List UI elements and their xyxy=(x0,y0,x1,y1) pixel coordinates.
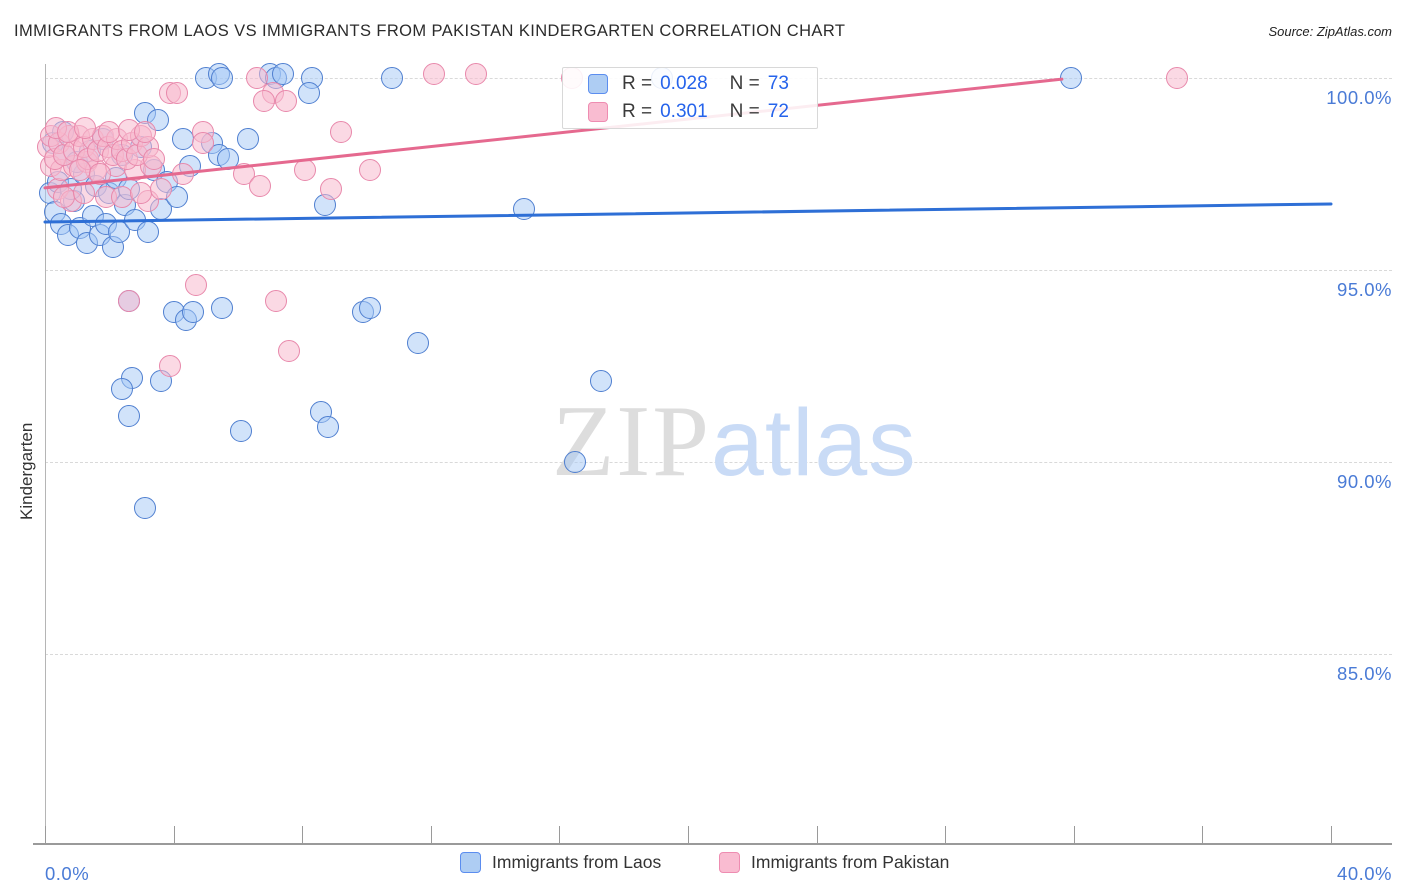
bottom-legend-pakistan: Immigrants from Pakistan xyxy=(719,852,949,873)
x-axis-tick xyxy=(1073,826,1075,844)
pakistan-swatch-icon xyxy=(588,102,608,122)
data-point-laos xyxy=(172,128,195,151)
trend-line-laos xyxy=(43,202,1333,224)
data-point-pak xyxy=(143,147,166,170)
data-point-pak xyxy=(249,174,272,197)
y-tick-label-85: 85.0% xyxy=(1337,663,1392,684)
data-point-pak xyxy=(265,289,288,312)
source-attribution: Source: ZipAtlas.com xyxy=(1268,24,1392,39)
page-title: IMMIGRANTS FROM LAOS VS IMMIGRANTS FROM … xyxy=(14,22,846,40)
x-axis-tick xyxy=(559,826,561,844)
r-label: R = xyxy=(622,101,653,122)
x-axis-tick xyxy=(302,826,304,844)
x-axis-tick xyxy=(1202,826,1204,844)
n-value-laos: 73 xyxy=(767,73,789,94)
data-point-laos xyxy=(210,67,233,89)
data-point-pak xyxy=(252,90,275,113)
data-point-pak xyxy=(294,159,317,182)
x-axis-tick xyxy=(430,826,432,844)
data-point-laos xyxy=(297,82,320,105)
data-point-laos xyxy=(316,416,339,439)
data-point-laos xyxy=(406,331,429,354)
data-point-laos xyxy=(117,404,140,427)
data-point-laos xyxy=(181,301,204,324)
x-axis-tick xyxy=(945,826,947,844)
gridline-90 xyxy=(45,462,1392,463)
data-point-laos xyxy=(136,220,159,243)
data-point-pak xyxy=(88,163,111,185)
watermark-atlas: atlas xyxy=(711,390,917,496)
laos-swatch-icon xyxy=(460,852,481,873)
data-point-pak xyxy=(423,63,445,86)
r-value-pakistan: 0.301 xyxy=(660,101,708,122)
x-axis-tick xyxy=(45,826,46,844)
data-point-laos xyxy=(564,451,587,473)
watermark-zip: ZIP xyxy=(552,385,711,498)
data-point-pak xyxy=(159,355,182,377)
y-tick-label-90: 90.0% xyxy=(1337,471,1392,492)
r-value-laos: 0.028 xyxy=(660,73,708,94)
r-label: R = xyxy=(622,73,653,94)
data-point-pak xyxy=(74,116,97,139)
data-point-laos xyxy=(133,497,156,520)
stats-legend-row-laos: R = 0.028 N = 73 xyxy=(588,72,817,97)
bottom-legend-laos-label: Immigrants from Laos xyxy=(492,852,662,872)
bottom-legend-pakistan-label: Immigrants from Pakistan xyxy=(751,852,950,872)
y-tick-label-95: 95.0% xyxy=(1337,279,1392,300)
bottom-legend-laos: Immigrants from Laos xyxy=(460,852,661,873)
y-axis-line xyxy=(45,64,46,844)
stats-legend: R = 0.028 N = 73 R = 0.301 N = 72 xyxy=(562,67,818,129)
data-point-pak xyxy=(172,163,195,185)
x-axis-tick xyxy=(816,826,818,844)
data-point-laos xyxy=(358,297,381,320)
stats-legend-row-pakistan: R = 0.301 N = 72 xyxy=(588,100,817,125)
data-point-laos xyxy=(513,197,536,220)
data-point-pak xyxy=(117,289,140,312)
x-axis-tick xyxy=(173,826,175,844)
data-point-laos xyxy=(236,128,259,151)
data-point-laos xyxy=(210,297,233,320)
x-axis-tick xyxy=(688,826,689,844)
n-label: N = xyxy=(729,73,760,94)
data-point-pak xyxy=(278,339,301,362)
data-point-pak xyxy=(464,63,487,86)
data-point-pak xyxy=(329,120,352,143)
zipatlas-watermark: ZIPatlas xyxy=(552,390,917,521)
data-point-laos xyxy=(230,420,253,443)
data-point-pak xyxy=(191,132,214,155)
laos-swatch-icon xyxy=(588,74,608,94)
n-value-pakistan: 72 xyxy=(767,101,789,122)
gridline-85 xyxy=(45,654,1392,655)
data-point-pak xyxy=(98,120,121,143)
gridline-95 xyxy=(45,270,1392,271)
data-point-laos xyxy=(111,378,134,401)
data-point-pak xyxy=(72,182,95,205)
pakistan-swatch-icon xyxy=(719,852,740,873)
x-axis-line xyxy=(33,843,1392,845)
x-axis-min-label: 0.0% xyxy=(45,863,90,884)
data-point-laos xyxy=(590,370,613,393)
data-point-pak xyxy=(133,120,156,143)
data-point-laos xyxy=(381,67,404,89)
data-point-pak xyxy=(1165,67,1188,89)
data-point-pak xyxy=(275,90,298,113)
x-axis-max-label: 40.0% xyxy=(1337,863,1392,884)
y-axis-title: Kindergarten xyxy=(17,422,36,520)
x-axis-tick xyxy=(1331,826,1332,844)
data-point-pak xyxy=(320,178,343,201)
data-point-pak xyxy=(149,178,172,201)
y-tick-label-100: 100.0% xyxy=(1326,87,1392,108)
data-point-laos xyxy=(1059,67,1082,89)
data-point-pak xyxy=(185,274,208,297)
data-point-pak xyxy=(358,159,381,182)
n-label: N = xyxy=(729,101,760,122)
data-point-pak xyxy=(165,82,188,105)
